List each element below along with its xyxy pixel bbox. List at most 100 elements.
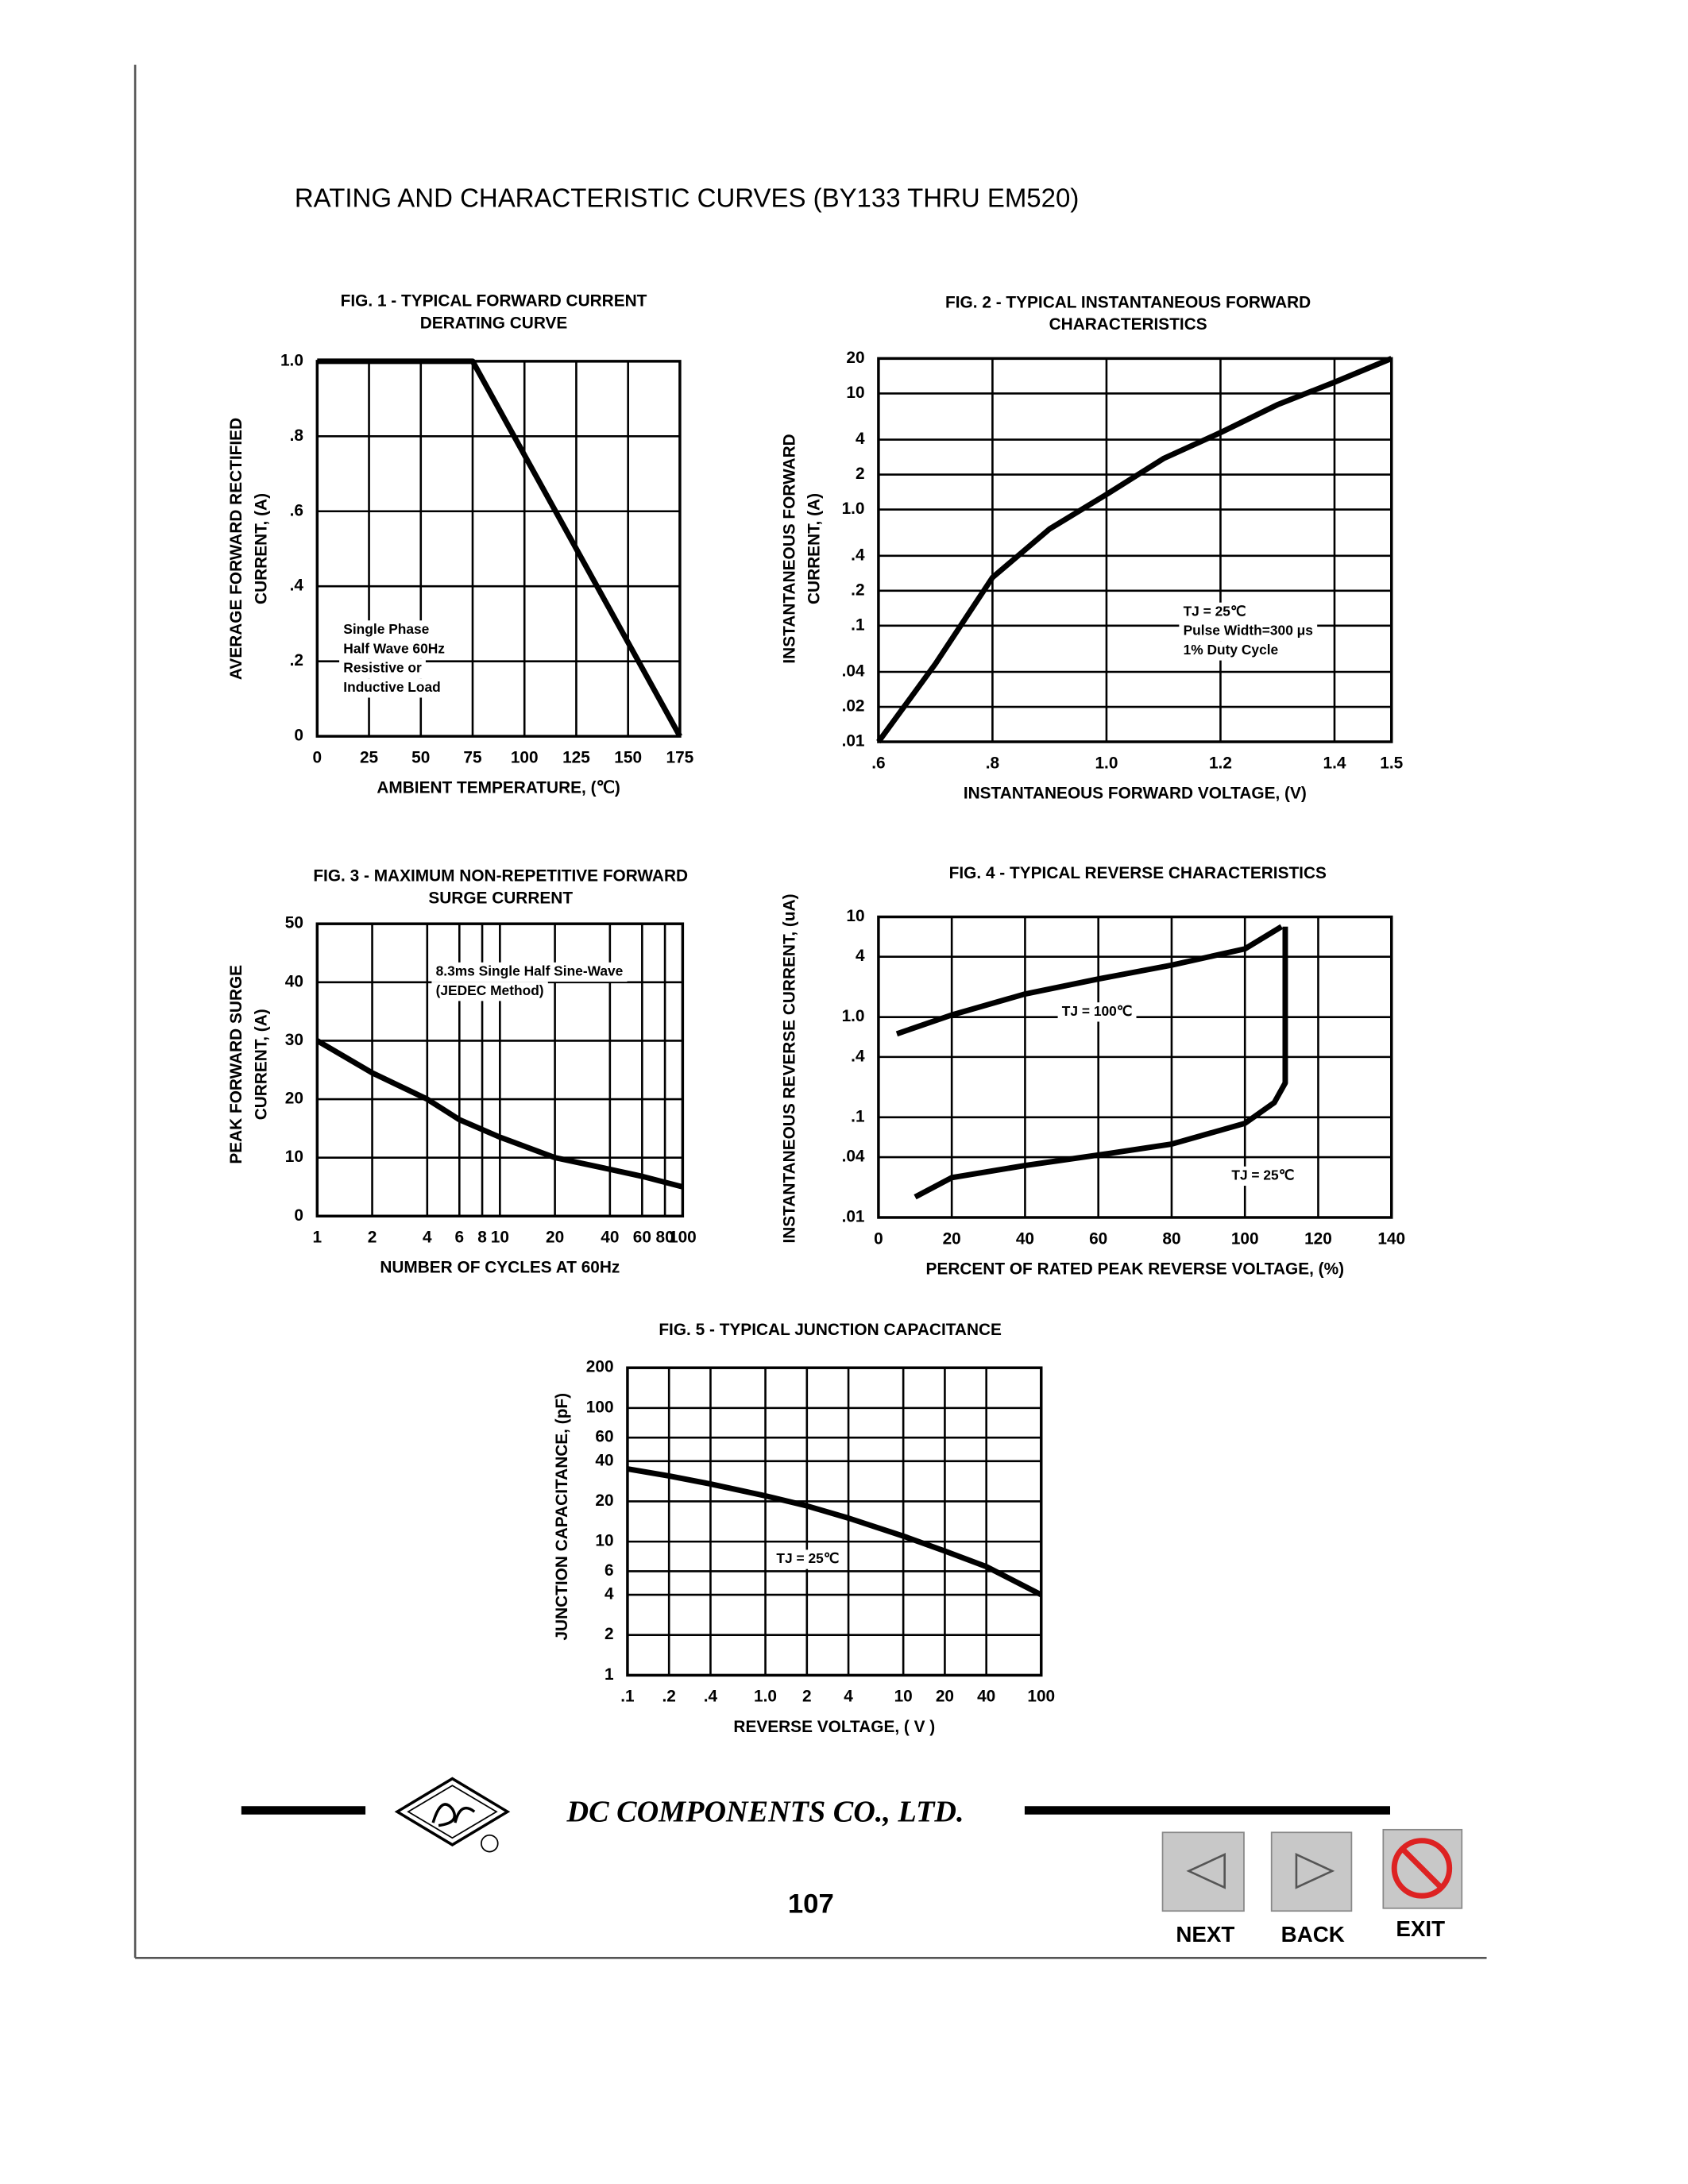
page-number: 107 — [788, 1889, 834, 1919]
y-tick-label: 6 — [605, 1561, 614, 1580]
annotation-bg — [339, 678, 445, 698]
annotation: TJ = 25℃ — [1184, 603, 1246, 619]
annotation-bg — [431, 962, 628, 982]
x-tick-label: 100 — [511, 748, 539, 766]
y-tick-label: .01 — [842, 1207, 865, 1225]
annotation: Pulse Width=300 μs — [1184, 623, 1313, 639]
exit-button[interactable]: EXIT — [1382, 1828, 1463, 1941]
x-axis-label: PERCENT OF RATED PEAK REVERSE VOLTAGE, (… — [926, 1260, 1345, 1278]
chart-title: FIG. 3 - MAXIMUM NON-REPETITIVE FORWARD — [313, 867, 688, 886]
x-tick-label: 20 — [943, 1229, 961, 1248]
x-tick-label: 100 — [1231, 1229, 1259, 1248]
y-tick-label: 1.0 — [280, 351, 303, 369]
chart-title: CHARACTERISTICS — [1049, 315, 1207, 334]
y-tick-label: 4 — [856, 947, 865, 965]
y-axis-label: INSTANTANEOUS REVERSE CURRENT, (uA) — [780, 893, 798, 1243]
plot-area — [626, 1366, 1043, 1677]
x-tick-label: 4 — [844, 1688, 853, 1706]
y-tick-label: 10 — [846, 907, 864, 925]
button-label[interactable]: EXIT — [1396, 1916, 1445, 1941]
y-tick-label: .4 — [851, 1047, 865, 1065]
annotation: TJ = 25℃ — [776, 1550, 839, 1566]
x-tick-label: 60 — [633, 1229, 651, 1247]
next-button[interactable]: NEXT — [1161, 1831, 1245, 1947]
button-label[interactable]: BACK — [1281, 1922, 1345, 1947]
y-tick-label: .4 — [851, 546, 865, 564]
page-title: RATING AND CHARACTERISTIC CURVES (BY133 … — [295, 183, 1079, 212]
y-tick-label: 100 — [586, 1398, 614, 1416]
x-tick-label: .1 — [620, 1688, 634, 1706]
x-tick-label: 150 — [614, 748, 642, 766]
chart-title: DERATING CURVE — [420, 314, 568, 332]
annotation-bg — [1179, 621, 1318, 642]
plot-area — [877, 357, 1393, 743]
y-tick-label: 40 — [595, 1451, 613, 1469]
series-label: TJ = 100℃ — [1062, 1003, 1133, 1019]
y-tick-label: .2 — [290, 651, 303, 669]
annotation: Resistive or — [343, 660, 422, 676]
x-tick-label: 1.2 — [1209, 754, 1232, 772]
x-tick-label: 2 — [368, 1229, 377, 1247]
x-tick-label: 1 — [313, 1229, 323, 1247]
annotation-bg — [431, 982, 548, 1001]
y-tick-label: 10 — [285, 1148, 303, 1166]
x-axis-label: NUMBER OF CYCLES AT 60Hz — [380, 1259, 620, 1277]
x-tick-label: 1.5 — [1380, 754, 1403, 772]
x-tick-label: 80 — [1162, 1229, 1180, 1248]
x-tick-label: 20 — [936, 1688, 954, 1706]
x-tick-label: 120 — [1304, 1229, 1332, 1248]
data-line — [627, 1466, 1043, 1598]
x-tick-label: .6 — [871, 754, 885, 772]
y-axis-label: PEAK FORWARD SURGE — [227, 965, 245, 1164]
annotation-bg — [339, 658, 426, 679]
y-axis-label: INSTANTANEOUS FORWARD — [780, 434, 798, 663]
x-tick-label: 40 — [977, 1688, 995, 1706]
data-line — [914, 926, 1288, 1200]
y-axis-label: JUNCTION CAPACITANCE, (pF) — [553, 1393, 571, 1641]
annotation: Single Phase — [343, 621, 429, 637]
y-axis-label: CURRENT, (A) — [252, 493, 270, 604]
annotation-bg — [772, 1549, 844, 1569]
x-tick-label: 4 — [423, 1229, 432, 1247]
chart-title: FIG. 1 - TYPICAL FORWARD CURRENT — [341, 292, 647, 311]
y-tick-label: .8 — [290, 426, 303, 445]
x-tick-label: 140 — [1377, 1229, 1405, 1248]
x-tick-label: 1.0 — [1095, 754, 1118, 772]
series-label-bg — [1057, 1002, 1137, 1022]
y-tick-label: 1.0 — [842, 1007, 865, 1025]
annotation-bg — [339, 639, 450, 659]
button-label[interactable]: NEXT — [1176, 1922, 1234, 1947]
y-tick-label: 20 — [595, 1491, 613, 1510]
x-axis-label: INSTANTANEOUS FORWARD VOLTAGE, (V) — [964, 785, 1307, 803]
annotation: Inductive Load — [343, 679, 441, 695]
x-tick-label: 60 — [1089, 1229, 1107, 1248]
x-tick-label: 8 — [477, 1229, 487, 1247]
y-tick-label: .4 — [290, 577, 304, 595]
y-tick-label: 1.0 — [842, 500, 865, 518]
y-tick-label: 10 — [846, 384, 864, 402]
y-axis-label: CURRENT, (A) — [252, 1009, 270, 1120]
y-tick-label: .04 — [842, 662, 865, 681]
logo — [394, 1777, 511, 1853]
plot-area — [877, 915, 1393, 1219]
x-tick-label: 40 — [1016, 1229, 1034, 1248]
x-tick-label: 10 — [491, 1229, 509, 1247]
x-tick-label: 100 — [669, 1229, 697, 1247]
annotation-bg — [1179, 641, 1283, 661]
series-label: TJ = 25℃ — [1231, 1167, 1294, 1183]
x-tick-label: 125 — [562, 748, 590, 766]
y-tick-label: 200 — [586, 1358, 614, 1376]
y-tick-label: 2 — [605, 1625, 614, 1643]
data-line — [317, 358, 682, 738]
y-tick-label: .1 — [851, 1107, 864, 1125]
x-tick-label: 6 — [455, 1229, 465, 1247]
x-tick-label: 2 — [802, 1688, 812, 1706]
back-button[interactable]: BACK — [1270, 1831, 1353, 1947]
y-axis-label: CURRENT, (A) — [805, 493, 824, 604]
annotation: 1% Duty Cycle — [1184, 642, 1279, 658]
x-tick-label: 25 — [360, 748, 378, 766]
chart-title: FIG. 5 - TYPICAL JUNCTION CAPACITANCE — [659, 1321, 1002, 1339]
x-tick-label: 80 — [655, 1229, 674, 1247]
annotation-bg — [1179, 602, 1250, 622]
